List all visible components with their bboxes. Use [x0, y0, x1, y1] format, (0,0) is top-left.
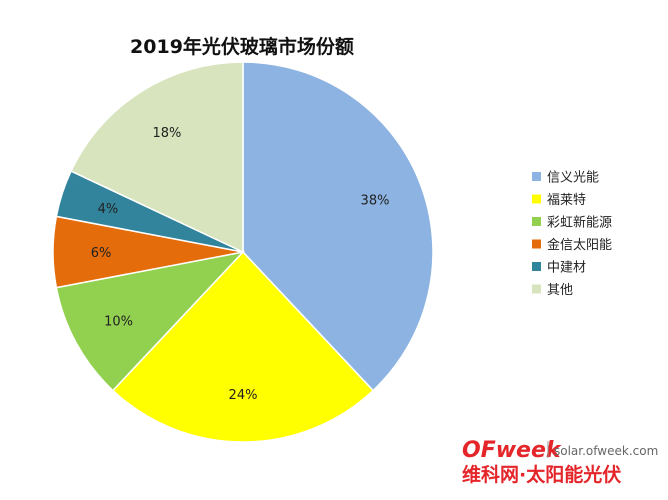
pie-slice-0	[242, 61, 434, 392]
pie-slice-5	[70, 61, 244, 254]
data-label-4: 4%	[98, 202, 119, 217]
pie-slice-2	[55, 250, 246, 392]
legend-label-1: 福莱特	[547, 193, 586, 208]
legend-swatch-5	[532, 284, 541, 294]
watermark-cn-name: 维科网·太阳能光伏	[462, 463, 621, 486]
data-label-1: 24%	[229, 388, 258, 403]
legend-swatch-1	[532, 194, 541, 204]
legend-swatch-0	[532, 172, 541, 181]
data-label-2: 10%	[104, 314, 133, 329]
chart-title: 2019年光伏玻璃市场份额	[130, 35, 354, 58]
legend-label-4: 中建材	[547, 261, 586, 276]
pie-data-labels: 38% 24% 10% 6% 4% 18%	[91, 126, 390, 403]
legend-swatch-4	[532, 262, 541, 271]
watermark-brand-rest: Fweek	[481, 438, 562, 463]
legend-label-5: 其他	[547, 283, 573, 298]
data-label-5: 18%	[152, 126, 181, 141]
legend-swatch-3	[532, 239, 541, 249]
legend-label-3: 金信太阳能	[547, 237, 612, 253]
pie-slice-1	[111, 250, 375, 443]
ofweek-watermark: OFweek solar.ofweek.com 维科网·太阳能光伏	[462, 438, 658, 486]
watermark-site: solar.ofweek.com	[554, 444, 658, 458]
pie-slices	[52, 61, 434, 443]
legend-label-2: 彩虹新能源	[547, 215, 612, 231]
watermark-brand: OFweek	[462, 438, 562, 463]
data-label-3: 6%	[91, 246, 112, 261]
data-label-0: 38%	[361, 194, 390, 209]
legend-swatch-2	[532, 217, 541, 226]
legend-label-0: 信义光能	[547, 171, 599, 186]
watermark-brand-o: O	[462, 438, 481, 463]
